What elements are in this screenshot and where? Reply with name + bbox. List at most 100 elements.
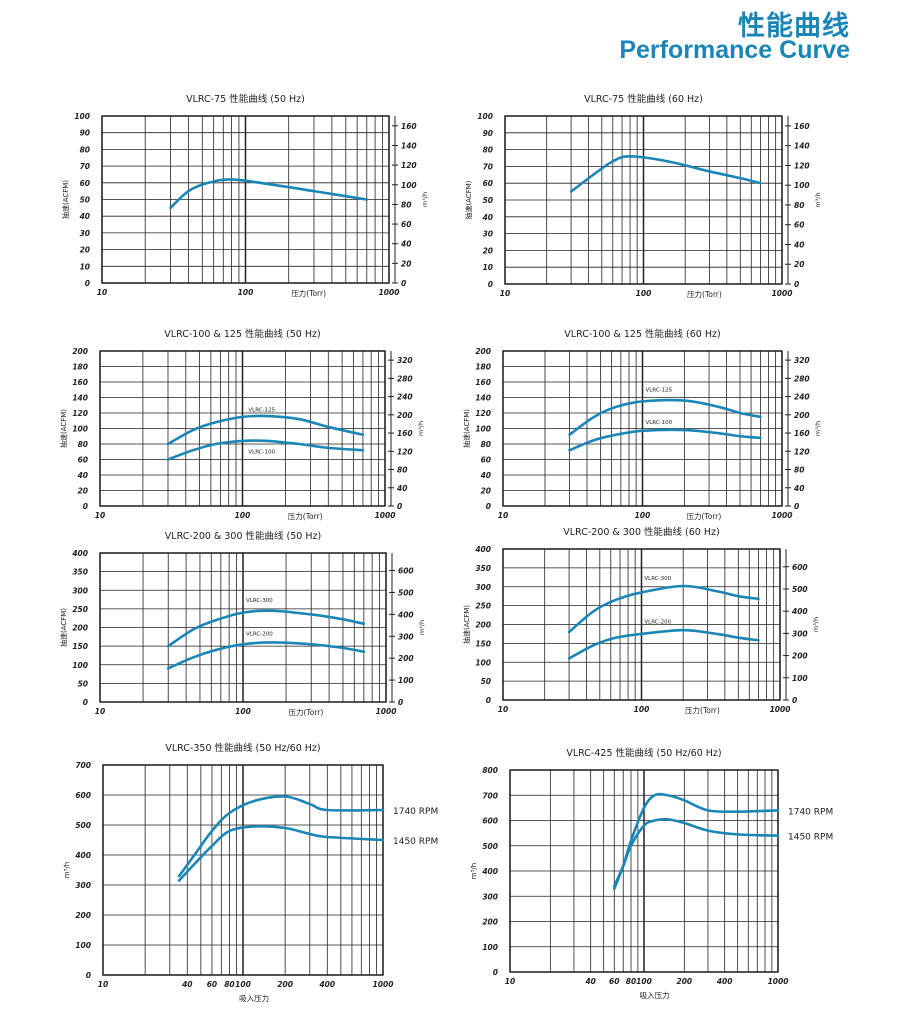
y-tick-label: 90 — [483, 129, 493, 138]
y-tick-label: 400 — [475, 545, 491, 554]
chart-8: VLRC-425 性能曲线 (50 Hz/60 Hz) 0 100 200 300 400… — [470, 747, 833, 1000]
x-tick-label: 200 — [677, 977, 693, 986]
y-axis-label: 抽速(ACFM) — [464, 180, 473, 219]
y-tick-label: 0 — [486, 502, 491, 511]
y-tick-label: 0 — [83, 698, 88, 707]
x-tick-label: 200 — [277, 980, 293, 989]
y2-tick-label: 100 — [401, 181, 417, 190]
y2-tick-label: 240 — [397, 393, 413, 402]
y-tick-label: 90 — [80, 129, 90, 138]
y2-tick-label: 500 — [792, 585, 808, 594]
y2-tick-label: 200 — [792, 652, 808, 661]
x-axis-label: 压力(Torr) — [686, 511, 721, 521]
y-tick-label: 0 — [83, 502, 88, 511]
y-tick-label: 500 — [482, 842, 498, 851]
x-tick-label: 100 — [636, 289, 652, 298]
series-line-2 — [568, 428, 762, 452]
x-axis-label: 压力(Torr) — [687, 289, 722, 299]
x-tick-label: 1000 — [373, 980, 394, 989]
y2-tick-label: 160 — [794, 122, 810, 131]
y-tick-label: 700 — [75, 761, 91, 770]
series-label: VLRC-300 — [644, 576, 671, 582]
y-tick-label: 40 — [80, 212, 90, 221]
x-tick-label: 1000 — [375, 511, 396, 520]
x-tick-label: 40 — [182, 980, 192, 989]
series-line-1 — [166, 414, 365, 446]
y2-tick-label: 140 — [401, 141, 417, 150]
y2-axis-label: m³/h — [812, 617, 820, 632]
y-tick-label: 400 — [75, 851, 91, 860]
y-tick-label: 70 — [80, 162, 90, 171]
y-tick-label: 300 — [75, 881, 91, 890]
y-tick-label: 150 — [475, 639, 491, 648]
plot-frame — [101, 115, 390, 284]
y2-tick-label: 40 — [794, 484, 804, 493]
y-tick-label: 0 — [86, 971, 91, 980]
y-tick-label: 100 — [75, 941, 91, 950]
y-tick-label: 0 — [493, 968, 498, 977]
y-tick-label: 20 — [80, 246, 90, 255]
chart-7: VLRC-350 性能曲线 (50 Hz/60 Hz) 0 100 200 300 400… — [63, 742, 438, 1003]
chart-6: VLRC-200 & 300 性能曲线 (60 Hz)0501001502002… — [462, 526, 820, 715]
series-line-1 — [169, 178, 369, 210]
y-tick-label: 80 — [80, 145, 90, 154]
y-tick-label: 60 — [481, 456, 491, 465]
x-tick-label: 60 — [207, 980, 217, 989]
y2-tick-label: 600 — [792, 563, 808, 572]
x-tick-label: 10 — [505, 977, 515, 986]
y-tick-label: 10 — [80, 262, 90, 271]
y2-tick-label: 140 — [794, 142, 810, 151]
y2-tick-label: 100 — [794, 181, 810, 190]
y-tick-label: 0 — [486, 696, 491, 705]
y-tick-label: 100 — [74, 112, 90, 121]
x-tick-label: 100 — [634, 705, 650, 714]
y-tick-label: 20 — [483, 246, 493, 255]
y2-tick-label: 0 — [792, 696, 797, 705]
chart-title: VLRC-75 性能曲线 (60 Hz) — [584, 93, 703, 105]
x-tick-label: 1000 — [772, 289, 793, 298]
y-tick-label: 40 — [481, 471, 491, 480]
series-label: 1450 RPM — [393, 837, 438, 847]
series-line-1 — [569, 155, 762, 193]
y2-tick-label: 200 — [398, 654, 414, 663]
y2-tick-label: 0 — [794, 502, 799, 511]
y2-tick-label: 160 — [397, 429, 413, 438]
y-tick-label: 100 — [477, 112, 493, 121]
y-tick-label: 10 — [483, 263, 493, 272]
y-tick-label: 200 — [475, 347, 491, 356]
y-tick-label: 40 — [483, 213, 493, 222]
y2-tick-label: 320 — [794, 356, 810, 365]
y2-tick-label: 120 — [794, 161, 810, 170]
x-tick-label: 10 — [498, 705, 508, 714]
x-tick-label: 100 — [235, 980, 251, 989]
chart-1: VLRC-75 性能曲线 (50 Hz) 0 10 20 30 40 50 60 70 80 90 1… — [61, 93, 429, 298]
plot-frame — [504, 115, 783, 285]
y-tick-label: 60 — [78, 456, 88, 465]
y-tick-label: 120 — [475, 409, 491, 418]
y-tick-label: 300 — [475, 583, 491, 592]
y-tick-label: 300 — [72, 586, 88, 595]
x-tick-label: 1000 — [768, 977, 789, 986]
chart-title: VLRC-100 & 125 性能曲线 (50 Hz) — [164, 328, 320, 340]
y-axis-label: 抽速(ACFM) — [462, 409, 471, 448]
y2-tick-label: 160 — [401, 122, 417, 131]
y2-tick-label: 100 — [398, 676, 414, 685]
y-tick-label: 160 — [475, 378, 491, 387]
series-label: 1740 RPM — [788, 807, 833, 817]
y2-axis-label: m³/h — [418, 620, 426, 635]
page-title-english: Performance Curve — [619, 36, 850, 64]
y-tick-label: 100 — [482, 943, 498, 952]
y-tick-label: 180 — [72, 363, 88, 372]
y2-tick-label: 40 — [397, 484, 407, 493]
y2-axis-label: m³/h — [814, 421, 822, 436]
x-tick-label: 10 — [97, 288, 107, 297]
y-tick-label: 400 — [72, 549, 88, 558]
series-label: VLRC-125 — [248, 407, 275, 413]
plot-frame — [509, 769, 779, 973]
y2-tick-label: 240 — [794, 393, 810, 402]
x-axis-label: 压力(Torr) — [289, 707, 324, 717]
page-title-chinese: 性能曲线 — [738, 11, 850, 42]
chart-2: VLRC-75 性能曲线 (60 Hz) 0 10 20 30 40 50 60 70 80 90 1… — [464, 93, 822, 299]
y2-tick-label: 0 — [401, 279, 406, 288]
series-line-1 — [568, 398, 762, 436]
